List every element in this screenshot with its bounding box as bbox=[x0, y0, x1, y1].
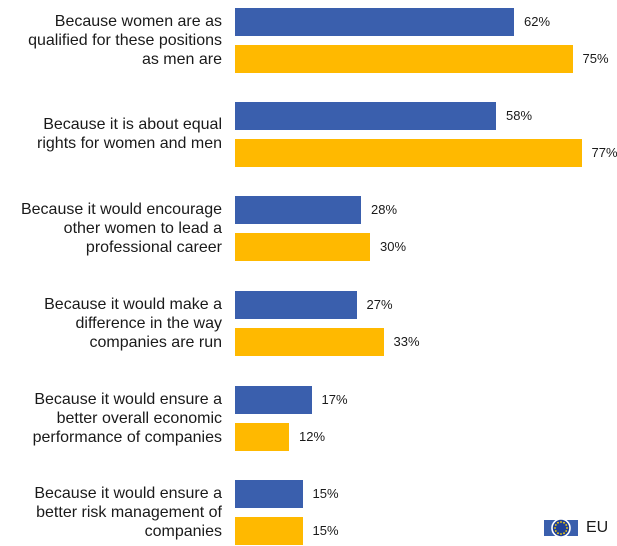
bar bbox=[235, 480, 303, 508]
bar bbox=[235, 328, 384, 356]
category-label-line: Because it would ensure a bbox=[34, 390, 222, 408]
category-label: Because women are as qualified for these … bbox=[0, 12, 222, 69]
data-label: 75% bbox=[582, 51, 609, 66]
data-label: 15% bbox=[312, 523, 339, 538]
flag-star bbox=[565, 530, 568, 532]
category-label-line: better overall economic bbox=[56, 409, 222, 427]
flag-star bbox=[565, 524, 568, 526]
legend: EU bbox=[544, 515, 608, 541]
data-label: 12% bbox=[299, 429, 326, 444]
data-label: 28% bbox=[371, 202, 398, 217]
data-label: 77% bbox=[591, 145, 617, 160]
legend-label: EU bbox=[586, 519, 609, 536]
flag-star bbox=[554, 527, 556, 529]
bar bbox=[235, 386, 312, 414]
data-label: 27% bbox=[366, 297, 393, 312]
flag-star bbox=[563, 521, 565, 524]
bar bbox=[235, 102, 496, 130]
bar bbox=[235, 196, 361, 224]
bar bbox=[235, 8, 514, 36]
data-label: 15% bbox=[312, 486, 339, 501]
category-label-line: Because it is about equal bbox=[43, 116, 222, 133]
flag-star bbox=[560, 533, 562, 535]
category-label-line: difference in the way bbox=[75, 314, 222, 332]
eu-flag-icon bbox=[544, 518, 578, 538]
bar bbox=[235, 291, 357, 319]
flag-star bbox=[554, 530, 557, 532]
category-label-line: Because it would ensure a bbox=[34, 484, 222, 502]
category-label-line: companies bbox=[144, 522, 222, 540]
bar bbox=[235, 233, 370, 261]
flag-star bbox=[566, 527, 568, 529]
flag-star bbox=[557, 521, 559, 524]
category-label-line: other women to lead a bbox=[63, 219, 222, 237]
category-label: Because it would ensure a better risk man… bbox=[0, 484, 222, 541]
bar bbox=[235, 139, 582, 167]
data-label: 62% bbox=[524, 14, 551, 29]
data-label: 17% bbox=[321, 392, 348, 407]
flag-star bbox=[563, 532, 565, 535]
data-label: 30% bbox=[380, 239, 407, 254]
category-label: Because it would make a difference in the… bbox=[0, 295, 222, 352]
bar bbox=[235, 517, 303, 545]
bar bbox=[235, 423, 289, 451]
flag-star bbox=[557, 532, 559, 535]
category-label-line: Because women are as bbox=[54, 12, 222, 30]
category-label-line: better risk management of bbox=[36, 503, 222, 521]
category-label-line: Because it would encourage bbox=[20, 200, 222, 218]
bar bbox=[235, 45, 573, 73]
category-label-line: performance of companies bbox=[32, 428, 222, 446]
category-label-line: as men are bbox=[141, 50, 222, 68]
category-label-line: Because it would make a bbox=[44, 295, 222, 313]
flag-star bbox=[554, 524, 557, 526]
category-label-line: rights for women and men bbox=[37, 135, 222, 152]
category-label-line: professional career bbox=[85, 238, 222, 256]
category-label: Because it is about equal rights for wome… bbox=[0, 115, 222, 153]
category-label-line: companies are run bbox=[89, 333, 222, 351]
category-label: Because it would encourage other women to… bbox=[0, 200, 222, 257]
data-label: 58% bbox=[506, 108, 533, 123]
data-label: 33% bbox=[393, 334, 420, 349]
category-label-line: qualified for these positions bbox=[28, 31, 222, 49]
flag-star bbox=[560, 521, 562, 523]
category-label: Because it would ensure a better overall … bbox=[0, 390, 222, 447]
